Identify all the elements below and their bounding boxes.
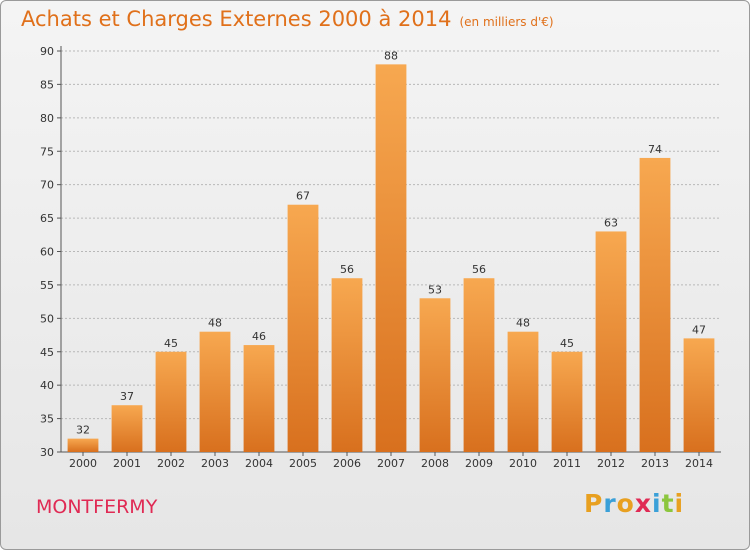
y-tick-label: 80 <box>40 112 54 125</box>
chart-title-sub: (en milliers d'€) <box>459 15 554 29</box>
data-label-2006: 56 <box>340 263 354 276</box>
y-tick-label: 30 <box>40 446 54 459</box>
chart-title: Achats et Charges Externes 2000 à 2014 (e… <box>21 7 554 31</box>
x-tick-label-2013: 2013 <box>641 457 669 470</box>
x-tick-label-2008: 2008 <box>421 457 449 470</box>
bar-2013 <box>639 157 671 452</box>
bar-2001 <box>111 405 143 452</box>
logo-letter: o <box>616 489 635 518</box>
y-tick-label: 85 <box>40 78 54 91</box>
data-label-2010: 48 <box>516 317 530 330</box>
x-tick-label-2012: 2012 <box>597 457 625 470</box>
x-tick-label-2011: 2011 <box>553 457 581 470</box>
y-tick-label: 90 <box>40 45 54 58</box>
tick-labels: 30 35 40 45 50 55 60 65 70 75 80 85 90 2000 2001 2002 20… <box>40 45 713 470</box>
y-tick-label: 70 <box>40 179 54 192</box>
bars <box>67 64 715 452</box>
bar-2002 <box>155 351 187 452</box>
proxiti-logo: Proxiti <box>584 489 684 518</box>
bar-2014 <box>683 338 715 452</box>
data-label-2007: 88 <box>384 49 398 62</box>
logo-letter: t <box>661 489 675 518</box>
y-tick-label: 45 <box>40 346 54 359</box>
y-tick-label: 35 <box>40 413 54 426</box>
commune-name: MONTFERMY <box>36 496 158 518</box>
y-tick-label: 60 <box>40 246 54 259</box>
data-label-2014: 47 <box>692 323 706 336</box>
data-label-2002: 45 <box>164 337 178 350</box>
x-tick-label-2004: 2004 <box>245 457 273 470</box>
x-tick-label-2001: 2001 <box>113 457 141 470</box>
data-label-2008: 53 <box>428 283 442 296</box>
logo-letter: r <box>603 489 617 518</box>
y-tick-label: 55 <box>40 279 54 292</box>
data-label-2013: 74 <box>648 143 662 156</box>
bar-2012 <box>595 231 627 452</box>
bar-2011 <box>551 351 583 452</box>
y-tick-label: 75 <box>40 145 54 158</box>
x-tick-label-2009: 2009 <box>465 457 493 470</box>
data-label-2004: 46 <box>252 330 266 343</box>
chart-title-main: Achats et Charges Externes 2000 à 2014 <box>21 7 452 31</box>
bar-2000 <box>67 438 99 452</box>
logo-letter: x <box>634 489 652 518</box>
bar-2004 <box>243 345 275 452</box>
logo-letter: P <box>584 489 604 518</box>
y-tick-label: 65 <box>40 212 54 225</box>
data-label-2000: 32 <box>76 424 90 437</box>
y-tick-label: 50 <box>40 312 54 325</box>
bar-2006 <box>331 278 363 452</box>
x-tick-label-2003: 2003 <box>201 457 229 470</box>
x-tick-label-2000: 2000 <box>69 457 97 470</box>
data-label-2009: 56 <box>472 263 486 276</box>
y-tick-label: 40 <box>40 379 54 392</box>
x-tick-label-2007: 2007 <box>377 457 405 470</box>
x-tick-label-2005: 2005 <box>289 457 317 470</box>
x-tick-label-2006: 2006 <box>333 457 361 470</box>
data-label-2012: 63 <box>604 216 618 229</box>
bar-2003 <box>199 331 231 452</box>
x-tick-label-2010: 2010 <box>509 457 537 470</box>
data-label-2011: 45 <box>560 337 574 350</box>
data-label-2001: 37 <box>120 390 134 403</box>
bar-2009 <box>463 278 495 452</box>
bar-2008 <box>419 298 451 452</box>
data-label-2005: 67 <box>296 190 310 203</box>
x-tick-label-2014: 2014 <box>685 457 713 470</box>
data-label-2003: 48 <box>208 317 222 330</box>
data-labels: 32 37 45 48 46 67 56 88 53 56 48 45 63 74 47 <box>76 49 706 436</box>
bar-2005 <box>287 204 319 452</box>
logo-letter: i <box>674 489 685 518</box>
bar-2010 <box>507 331 539 452</box>
x-tick-label-2002: 2002 <box>157 457 185 470</box>
bar-2007 <box>375 64 407 452</box>
logo-letter: i <box>652 489 662 518</box>
